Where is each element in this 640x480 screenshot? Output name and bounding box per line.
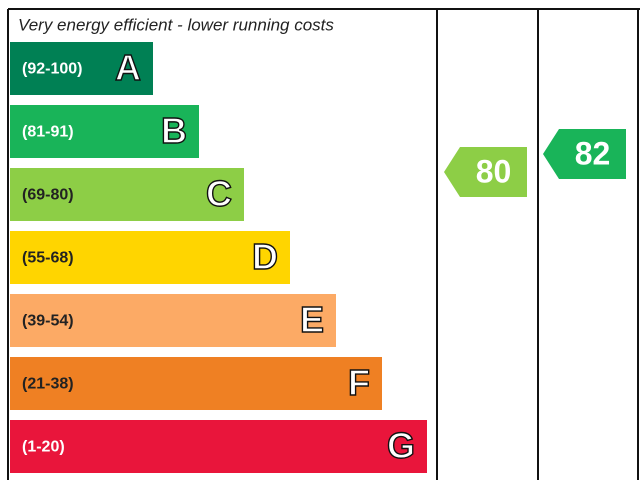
band-range: (92-100) [22, 61, 82, 78]
band-letter: G [387, 425, 415, 466]
band-letter: A [115, 47, 141, 88]
band-range: (1-20) [22, 439, 65, 456]
band-bar [10, 357, 382, 410]
band-range: (55-68) [22, 250, 74, 267]
rating-value: 80 [476, 153, 512, 189]
band-letter: B [161, 110, 187, 151]
band-letter: E [300, 299, 324, 340]
band-letter: D [252, 236, 278, 277]
band-bar [10, 231, 290, 284]
band-range: (39-54) [22, 313, 74, 330]
band-range: (81-91) [22, 124, 74, 141]
band-bar [10, 105, 199, 158]
band-bar [10, 168, 244, 221]
band-range: (21-38) [22, 376, 74, 393]
band-bar [10, 42, 153, 95]
frame [7, 8, 640, 480]
band-range: (69-80) [22, 187, 74, 204]
rating-value: 82 [575, 135, 611, 171]
header: Very energy efficient - lower running co… [18, 15, 334, 34]
band-bar [10, 294, 336, 347]
rating-arrow [543, 129, 626, 179]
band-bar [10, 420, 427, 473]
band-letter: F [348, 362, 370, 403]
rating-arrow [444, 147, 527, 197]
band-letter: C [206, 173, 232, 214]
